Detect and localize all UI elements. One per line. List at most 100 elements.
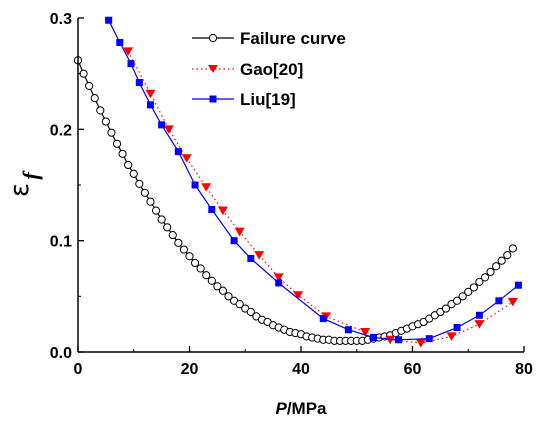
data-point-gao-20	[145, 89, 156, 99]
data-point-gao-20	[474, 320, 485, 329]
data-point-failure-curve	[85, 81, 94, 91]
data-point-failure-curve	[124, 160, 133, 170]
series-gao-20	[123, 47, 518, 348]
data-point-failure-curve	[475, 277, 484, 286]
data-point-failure-curve	[79, 69, 88, 78]
x-axis-label-variable: P	[275, 399, 287, 418]
data-point-liu-19	[453, 324, 461, 332]
data-point-failure-curve	[157, 215, 166, 224]
data-point-failure-curve	[185, 252, 194, 261]
data-point-gao-20	[163, 125, 174, 134]
data-point-gao-20	[217, 206, 228, 216]
data-point-failure-curve	[196, 264, 205, 273]
data-point-gao-20	[201, 183, 212, 192]
data-point-gao-20	[415, 339, 426, 348]
data-point-liu-19	[105, 16, 113, 24]
data-point-gao-20	[273, 273, 284, 282]
data-point-gao-20	[234, 227, 245, 237]
data-point-liu-19	[495, 297, 503, 305]
data-point-liu-19	[146, 101, 154, 109]
data-point-liu-19	[174, 148, 182, 156]
data-point-gao-20	[507, 297, 518, 307]
legend-marker-liu	[209, 95, 217, 103]
data-point-liu-19	[344, 326, 352, 334]
x-axis-label: P/MPa	[275, 399, 327, 418]
y-tick-label: 0.3	[50, 11, 72, 28]
data-point-failure-curve	[135, 179, 144, 188]
data-point-failure-curve	[107, 128, 116, 137]
y-axis-label-symbol: ε	[5, 183, 35, 197]
y-tick-label: 0.0	[50, 345, 72, 362]
x-tick-label: 20	[181, 361, 199, 378]
data-point-failure-curve	[453, 296, 462, 305]
data-point-failure-curve	[235, 300, 244, 309]
x-axis-label-unit: /MPa	[287, 399, 327, 418]
data-point-liu-19	[208, 205, 216, 213]
data-point-failure-curve	[190, 258, 200, 268]
data-point-failure-curve	[458, 292, 467, 301]
data-point-liu-19	[395, 336, 403, 344]
data-point-failure-curve	[112, 139, 122, 148]
y-tick-label: 0.1	[50, 234, 72, 251]
data-point-liu-19	[514, 281, 522, 289]
data-point-failure-curve	[503, 251, 512, 260]
data-point-failure-curve	[224, 292, 233, 301]
data-point-gao-20	[360, 327, 371, 337]
data-point-gao-20	[254, 251, 265, 260]
data-point-failure-curve	[90, 94, 99, 103]
data-point-liu-19	[127, 60, 135, 68]
data-point-gao-20	[385, 335, 396, 345]
data-point-failure-curve	[146, 197, 155, 206]
data-point-gao-20	[181, 154, 192, 163]
data-point-liu-19	[275, 279, 283, 287]
y-tick-label: 0.2	[50, 122, 72, 139]
y-axis-label: ε f	[5, 170, 43, 197]
y-axis-label-subscript: f	[18, 170, 43, 180]
data-point-failure-curve	[207, 276, 216, 285]
data-point-gao-20	[123, 47, 134, 56]
data-point-gao-20	[446, 332, 457, 341]
data-point-failure-curve	[96, 106, 105, 115]
data-point-failure-curve	[464, 287, 473, 296]
data-point-failure-curve	[497, 256, 506, 265]
x-tick-label: 80	[515, 361, 533, 378]
data-point-liu-19	[247, 254, 255, 262]
data-point-failure-curve	[486, 267, 495, 276]
x-tick-label: 0	[74, 361, 83, 378]
legend-label-failure-curve: Failure curve	[240, 29, 346, 48]
series-liu-19	[105, 16, 522, 344]
data-point-failure-curve	[151, 206, 161, 215]
data-point-failure-curve	[163, 223, 172, 232]
legend: Failure curve Gao[20] Liu[19]	[192, 29, 346, 109]
data-point-liu-19	[230, 237, 238, 245]
series-layer	[73, 16, 522, 348]
data-point-failure-curve	[140, 188, 149, 197]
data-point-liu-19	[319, 315, 327, 323]
data-point-liu-19	[158, 121, 166, 129]
x-tick-label: 40	[292, 361, 310, 378]
data-point-liu-19	[475, 311, 483, 319]
data-point-failure-curve	[179, 245, 189, 254]
data-point-liu-19	[369, 334, 377, 342]
x-tick-label: 60	[404, 361, 422, 378]
data-point-failure-curve	[218, 286, 228, 295]
legend-label-gao: Gao[20]	[240, 60, 303, 79]
data-point-failure-curve	[480, 273, 490, 282]
data-point-failure-curve	[441, 304, 451, 313]
data-point-liu-19	[425, 335, 433, 343]
series-line-liu-19	[108, 19, 519, 341]
data-point-failure-curve	[213, 282, 222, 291]
legend-marker-failure-curve	[208, 33, 218, 43]
data-point-failure-curve	[101, 117, 110, 126]
data-point-failure-curve	[118, 149, 127, 158]
data-point-failure-curve	[174, 238, 183, 247]
data-point-liu-19	[191, 181, 199, 189]
data-point-liu-19	[135, 79, 143, 87]
data-point-liu-19	[116, 38, 124, 46]
data-point-failure-curve	[168, 231, 177, 240]
data-point-failure-curve	[508, 244, 517, 253]
data-point-failure-curve	[469, 283, 478, 292]
data-point-failure-curve	[202, 271, 211, 280]
data-point-failure-curve	[246, 307, 255, 317]
